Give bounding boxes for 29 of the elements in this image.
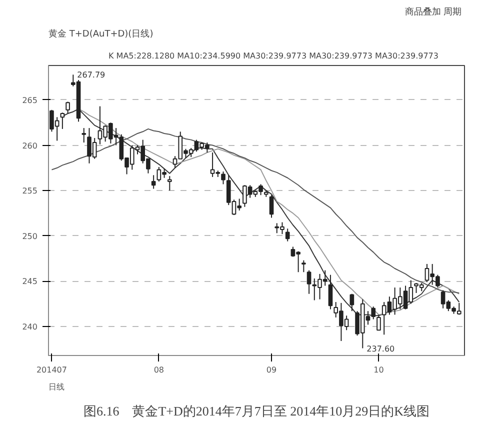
y-tick-label: 250	[22, 232, 38, 241]
candlestick	[285, 228, 290, 242]
x-tick-label: 08	[154, 366, 164, 374]
candlestick	[60, 112, 65, 130]
y-tick-label: 245	[22, 277, 38, 286]
y-tick-label: 265	[22, 96, 38, 105]
candlestick	[302, 260, 306, 273]
caption: 图6.16 黄金T+D的2014年7月7日至 2014年10月29日的K线图	[83, 404, 430, 418]
x-axis-title: 日线	[48, 382, 64, 392]
candlestick	[328, 274, 333, 310]
y-tick-label: 240	[22, 322, 38, 332]
candlestick	[350, 293, 354, 312]
annotation: 267.79	[77, 70, 106, 80]
y-tick-label: 260	[22, 141, 38, 150]
candlestick	[221, 171, 226, 185]
chart-title: 黄金 T+D(AuT+D)(日线)	[48, 28, 154, 40]
x-tick-label: 10	[374, 366, 384, 374]
candlestick	[376, 314, 381, 331]
x-tick-label: 09	[266, 366, 277, 374]
candlestick	[151, 174, 156, 190]
annotation: 237.60	[366, 344, 395, 354]
x-tick-label: 201407	[36, 366, 67, 374]
chart-subtitle: K MA5:228.1280 MA10:234.5990 MA30:239.9773 MA30:239.9773 MA30:239.9773	[108, 52, 438, 60]
candlestick	[167, 176, 172, 192]
candlestick	[306, 270, 312, 294]
candlestick	[82, 128, 86, 144]
y-tick-label: 255	[22, 186, 38, 196]
text: 商品叠加 周期	[404, 6, 462, 18]
candlestick	[269, 194, 274, 218]
